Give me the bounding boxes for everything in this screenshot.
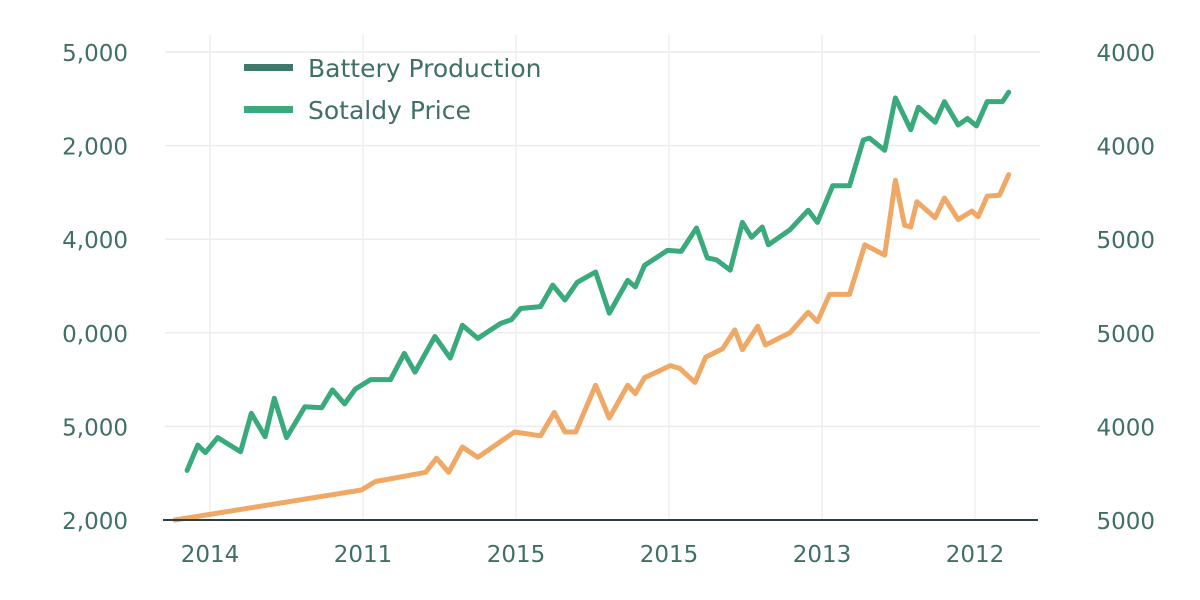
series-line-orange: [172, 172, 1012, 523]
y-right-tick-label: 4000: [1096, 415, 1155, 441]
y-right-tick-label: 4000: [1096, 135, 1155, 161]
y-left-tick-label: 2,000: [62, 509, 128, 535]
y-axis-left: 5,000 2,000 4,000 0,000 5,000 2,000: [62, 41, 128, 535]
x-tick-label: 2013: [793, 542, 852, 568]
legend-item-sotaldy-price: Sotaldy Price: [244, 96, 471, 125]
x-tick-label: 2015: [487, 542, 546, 568]
y-right-tick-label: 5000: [1096, 509, 1155, 535]
y-axis-right: 4000 4000 5000 5000 4000 5000: [1096, 41, 1155, 535]
legend-label: Battery Production: [308, 54, 541, 83]
legend-label: Sotaldy Price: [308, 96, 471, 125]
x-axis: 2014 2011 2015 2015 2013 2012: [181, 542, 1005, 568]
series-line-sotaldy-price: [184, 89, 1012, 473]
y-left-tick-label: 5,000: [62, 41, 128, 67]
y-right-tick-label: 4000: [1096, 41, 1155, 67]
y-left-tick-label: 0,000: [62, 322, 128, 348]
legend: Battery Production Sotaldy Price: [244, 54, 541, 125]
series-lines: [172, 89, 1012, 523]
x-tick-label: 2011: [334, 542, 393, 568]
y-left-tick-label: 2,000: [62, 135, 128, 161]
x-tick-label: 2012: [946, 542, 1005, 568]
y-right-tick-label: 5000: [1096, 322, 1155, 348]
legend-swatch: [244, 64, 293, 71]
y-left-tick-label: 4,000: [62, 228, 128, 254]
x-tick-label: 2015: [640, 542, 699, 568]
grid: [165, 35, 1040, 520]
y-right-tick-label: 5000: [1096, 228, 1155, 254]
legend-item-battery-production: Battery Production: [244, 54, 541, 83]
y-left-tick-label: 5,000: [62, 415, 128, 441]
x-tick-label: 2014: [181, 542, 240, 568]
legend-swatch: [244, 106, 293, 113]
